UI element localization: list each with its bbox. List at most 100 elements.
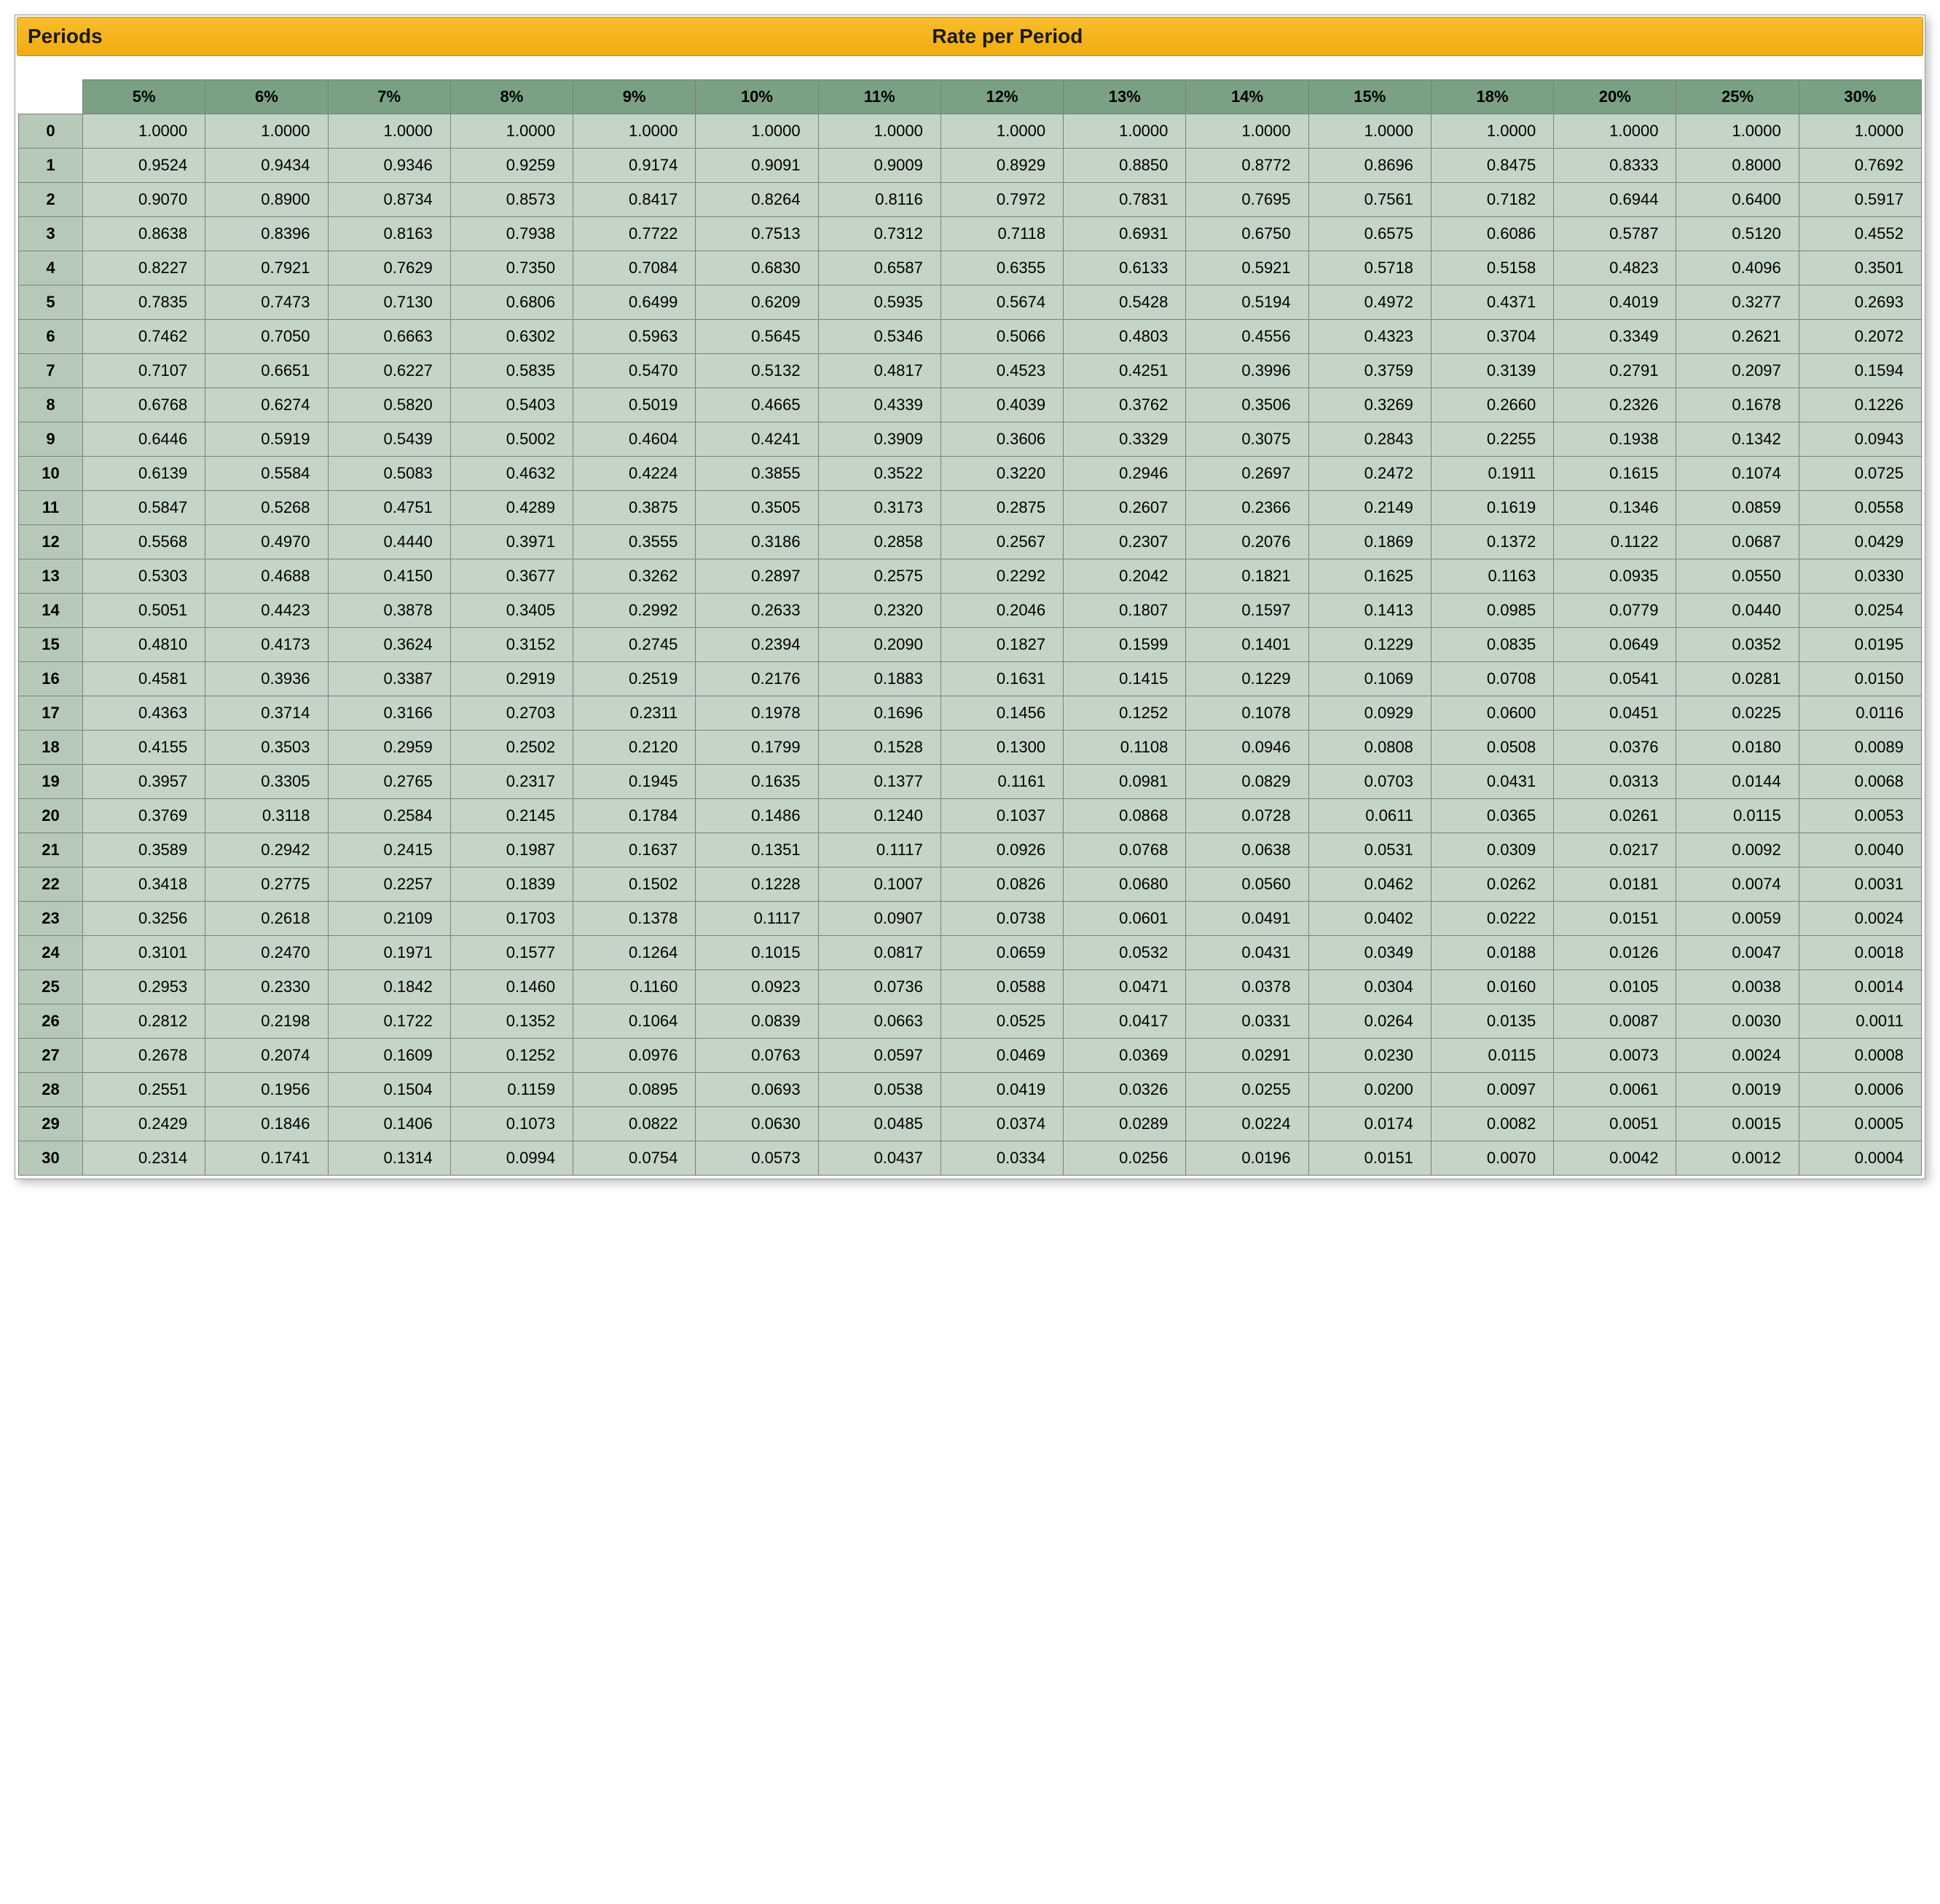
data-cell: 0.6750: [1186, 217, 1308, 251]
period-header: 5: [19, 286, 83, 320]
data-cell: 0.8264: [696, 183, 818, 217]
data-cell: 0.4823: [1554, 251, 1676, 286]
data-cell: 0.0779: [1554, 594, 1676, 628]
data-cell: 0.3173: [818, 491, 940, 525]
data-cell: 0.5403: [450, 388, 573, 422]
data-cell: 0.4556: [1186, 320, 1308, 354]
data-cell: 0.5921: [1186, 251, 1308, 286]
period-header: 9: [19, 422, 83, 457]
table-row: 190.39570.33050.27650.23170.19450.16350.…: [19, 765, 1922, 799]
data-cell: 0.0558: [1799, 491, 1921, 525]
data-cell: 0.0255: [1186, 1073, 1308, 1107]
data-cell: 0.0471: [1064, 970, 1186, 1004]
data-cell: 0.0116: [1799, 696, 1921, 731]
data-cell: 0.6806: [450, 286, 573, 320]
table-row: 270.26780.20740.16090.12520.09760.07630.…: [19, 1039, 1922, 1073]
table-row: 20.90700.89000.87340.85730.84170.82640.8…: [19, 183, 1922, 217]
data-cell: 0.9259: [450, 149, 573, 183]
data-cell: 0.6931: [1064, 217, 1186, 251]
data-cell: 0.5268: [205, 491, 328, 525]
data-cell: 0.2953: [83, 970, 205, 1004]
data-cell: 0.3875: [573, 491, 696, 525]
data-cell: 0.4251: [1064, 354, 1186, 388]
data-cell: 0.0005: [1799, 1107, 1921, 1141]
data-cell: 0.0181: [1554, 868, 1676, 902]
data-cell: 0.0144: [1676, 765, 1799, 799]
data-cell: 0.2621: [1676, 320, 1799, 354]
data-cell: 0.1163: [1431, 559, 1553, 594]
data-cell: 0.2567: [940, 525, 1063, 559]
data-cell: 0.7513: [696, 217, 818, 251]
data-cell: 0.1073: [450, 1107, 573, 1141]
data-cell: 0.0728: [1186, 799, 1308, 833]
data-cell: 0.6575: [1308, 217, 1431, 251]
data-cell: 0.0541: [1554, 662, 1676, 696]
period-header: 14: [19, 594, 83, 628]
data-cell: 0.1229: [1308, 628, 1431, 662]
data-cell: 0.8929: [940, 149, 1063, 183]
data-cell: 0.0538: [818, 1073, 940, 1107]
data-cell: 0.0313: [1554, 765, 1676, 799]
data-cell: 0.0188: [1431, 936, 1553, 970]
data-cell: 0.2314: [83, 1141, 205, 1176]
data-cell: 0.1821: [1186, 559, 1308, 594]
data-cell: 0.1799: [696, 731, 818, 765]
data-cell: 0.2697: [1186, 457, 1308, 491]
data-cell: 0.3305: [205, 765, 328, 799]
data-cell: 0.9346: [328, 149, 450, 183]
data-cell: 0.0070: [1431, 1141, 1553, 1176]
column-header: 14%: [1186, 80, 1308, 114]
data-cell: 0.1846: [205, 1107, 328, 1141]
data-cell: 0.1240: [818, 799, 940, 833]
data-cell: 0.3522: [818, 457, 940, 491]
data-cell: 0.0024: [1799, 902, 1921, 936]
data-cell: 0.2429: [83, 1107, 205, 1141]
data-cell: 0.4665: [696, 388, 818, 422]
data-cell: 0.3139: [1431, 354, 1553, 388]
data-cell: 0.8163: [328, 217, 450, 251]
data-cell: 0.0402: [1308, 902, 1431, 936]
data-cell: 0.3152: [450, 628, 573, 662]
data-cell: 0.0440: [1676, 594, 1799, 628]
data-cell: 0.1594: [1799, 354, 1921, 388]
data-cell: 0.0018: [1799, 936, 1921, 970]
data-cell: 0.7084: [573, 251, 696, 286]
table-area: 5%6%7%8%9%10%11%12%13%14%15%18%20%25%30%…: [15, 58, 1925, 1179]
data-cell: 1.0000: [328, 114, 450, 149]
data-cell: 0.4039: [940, 388, 1063, 422]
data-cell: 0.5835: [450, 354, 573, 388]
data-cell: 1.0000: [1431, 114, 1553, 149]
data-cell: 0.0331: [1186, 1004, 1308, 1039]
data-cell: 0.1351: [696, 833, 818, 868]
data-cell: 0.7835: [83, 286, 205, 320]
data-cell: 0.0304: [1308, 970, 1431, 1004]
column-header: 13%: [1064, 80, 1186, 114]
data-cell: 0.0115: [1431, 1039, 1553, 1073]
table-row: 290.24290.18460.14060.10730.08220.06300.…: [19, 1107, 1922, 1141]
data-cell: 0.4751: [328, 491, 450, 525]
data-cell: 0.7473: [205, 286, 328, 320]
data-cell: 0.5917: [1799, 183, 1921, 217]
data-cell: 0.7921: [205, 251, 328, 286]
data-cell: 0.0309: [1431, 833, 1553, 868]
data-cell: 0.2812: [83, 1004, 205, 1039]
period-header: 18: [19, 731, 83, 765]
data-cell: 0.3555: [573, 525, 696, 559]
data-cell: 0.0115: [1676, 799, 1799, 833]
data-cell: 0.2366: [1186, 491, 1308, 525]
data-cell: 0.2109: [328, 902, 450, 936]
data-cell: 0.0289: [1064, 1107, 1186, 1141]
data-cell: 0.8638: [83, 217, 205, 251]
data-cell: 0.3418: [83, 868, 205, 902]
data-cell: 1.0000: [940, 114, 1063, 149]
period-header: 23: [19, 902, 83, 936]
data-cell: 0.6651: [205, 354, 328, 388]
data-cell: 0.3704: [1431, 320, 1553, 354]
period-header: 20: [19, 799, 83, 833]
data-cell: 0.4363: [83, 696, 205, 731]
data-cell: 0.6302: [450, 320, 573, 354]
data-cell: 0.1978: [696, 696, 818, 731]
data-cell: 0.3855: [696, 457, 818, 491]
table-row: 40.82270.79210.76290.73500.70840.68300.6…: [19, 251, 1922, 286]
data-cell: 0.6663: [328, 320, 450, 354]
